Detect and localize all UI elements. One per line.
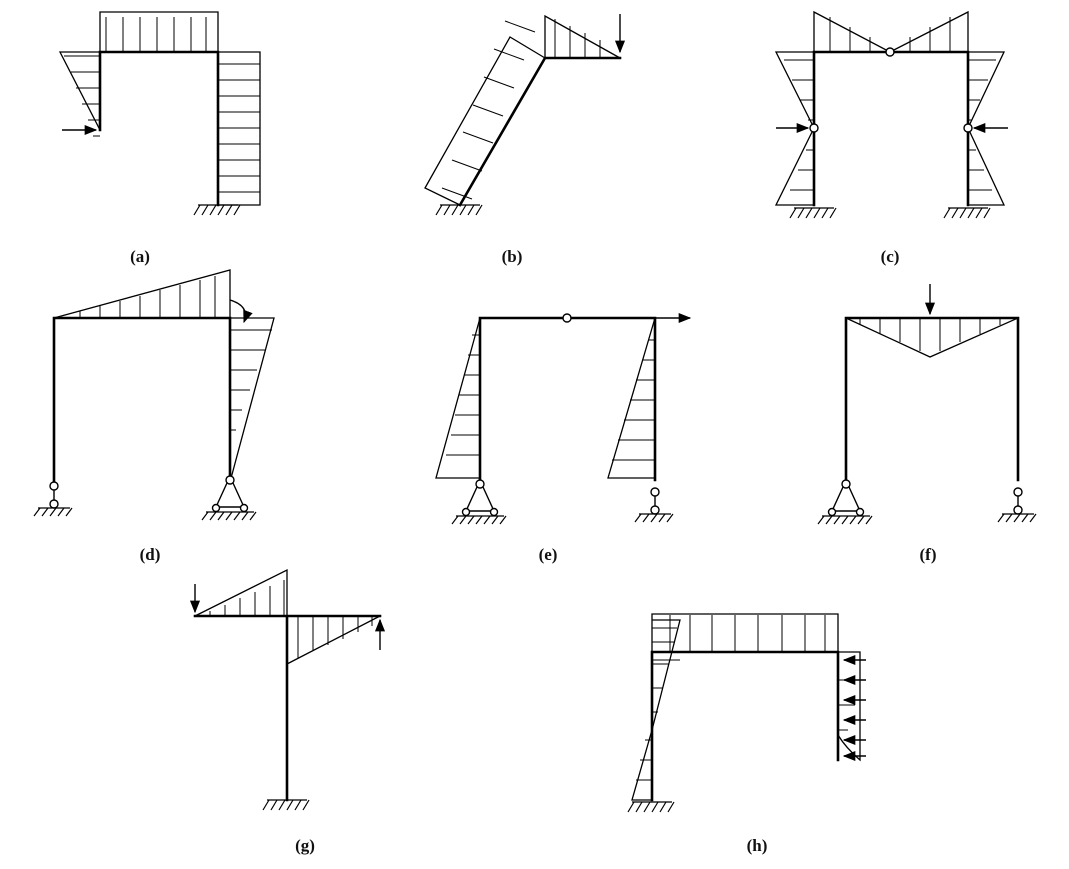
- panel-b: (b): [424, 14, 626, 266]
- panel-g-caption: (g): [295, 836, 315, 855]
- panel-b-caption: (b): [502, 247, 523, 266]
- panel-a: (a): [58, 11, 261, 266]
- panel-c: (c): [774, 10, 1008, 266]
- panel-h-caption: (h): [747, 836, 768, 855]
- panel-e-caption: (e): [539, 545, 558, 564]
- panel-f: (f): [817, 284, 1037, 564]
- panel-d: (d): [33, 269, 275, 564]
- panel-g: (g): [189, 568, 386, 855]
- panel-a-caption: (a): [130, 247, 150, 266]
- panel-h: (h): [627, 613, 866, 855]
- panel-e: (e): [435, 312, 692, 564]
- panel-d-caption: (d): [140, 545, 161, 564]
- panel-c-caption: (c): [881, 247, 900, 266]
- panel-f-caption: (f): [920, 545, 937, 564]
